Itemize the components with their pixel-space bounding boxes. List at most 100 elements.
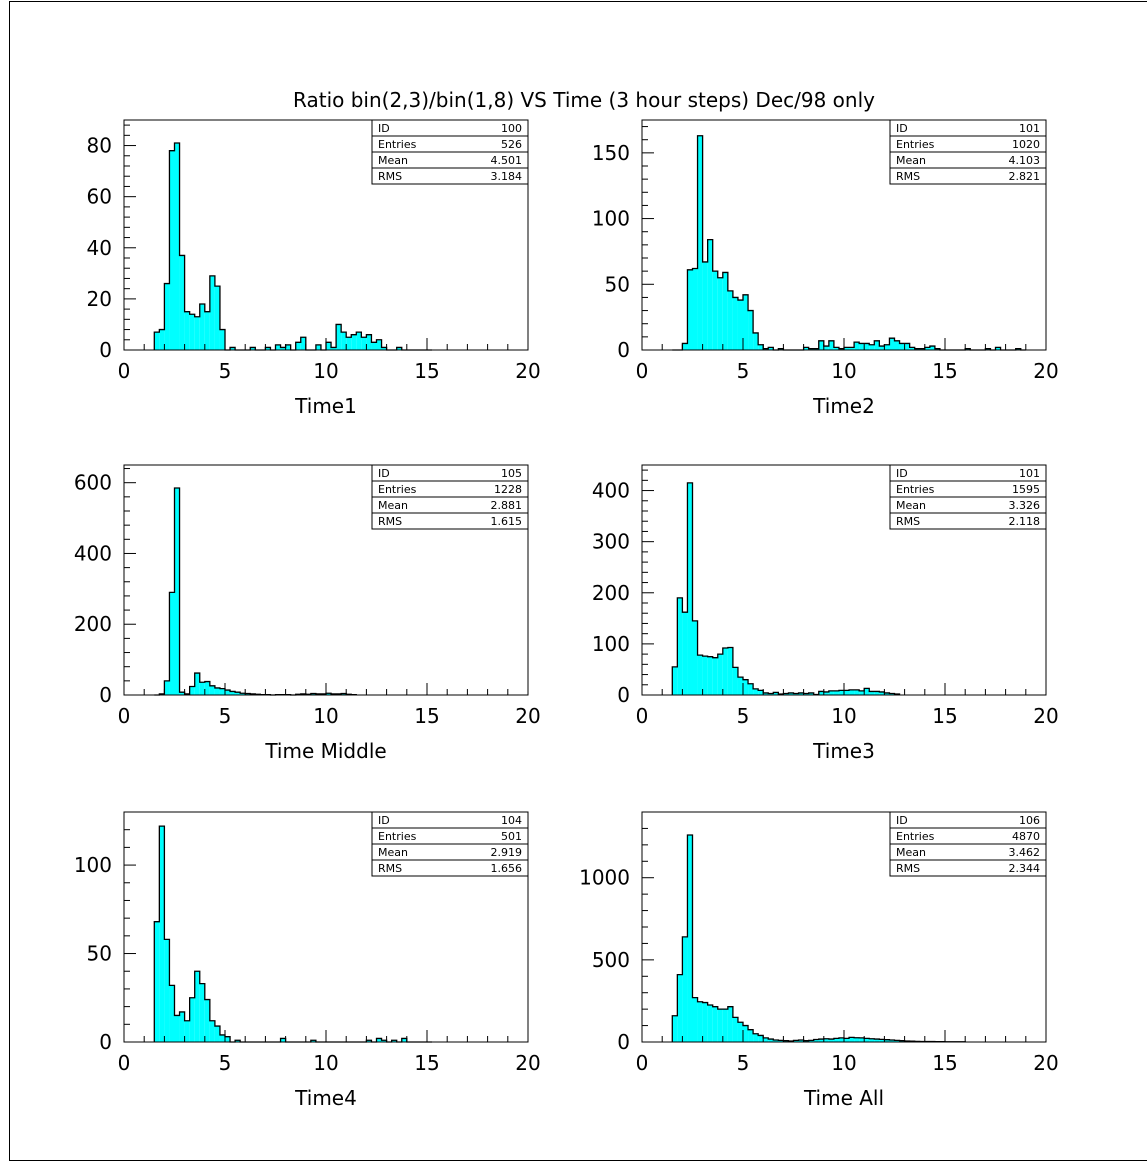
histogram-bar [728, 1007, 733, 1042]
histogram-bar [728, 647, 733, 695]
stats-value: 1020 [1012, 138, 1040, 151]
x-axis-label: Time All [803, 1086, 884, 1110]
stats-value: 105 [501, 467, 522, 480]
histogram-bar [854, 342, 859, 350]
histogram-bar [200, 984, 205, 1042]
y-tick-label: 40 [87, 236, 112, 260]
histogram-bar [210, 686, 215, 695]
y-tick-label: 60 [87, 185, 112, 209]
histogram-bar [687, 483, 692, 695]
histogram-bar [301, 337, 306, 350]
histogram-bar [159, 330, 164, 350]
stats-label: Entries [378, 483, 417, 496]
y-tick-label: 100 [592, 632, 630, 656]
histogram-bar [718, 1009, 723, 1042]
histogram-bar [220, 689, 225, 695]
histogram-bar [698, 1002, 703, 1042]
histogram-bar [164, 681, 169, 695]
histogram-bar [169, 985, 174, 1042]
stats-label: RMS [378, 170, 402, 183]
histogram-bar [682, 937, 687, 1042]
histogram-bar [693, 998, 698, 1042]
histogram-bar [154, 332, 159, 350]
x-tick-label: 20 [1033, 359, 1058, 383]
stats-value: 1.615 [491, 515, 523, 528]
y-tick-label: 0 [99, 338, 112, 362]
stats-label: Entries [896, 830, 935, 843]
stats-value: 101 [1019, 122, 1040, 135]
histogram-bar [180, 255, 185, 350]
y-tick-label: 0 [617, 338, 630, 362]
x-tick-label: 5 [737, 359, 750, 383]
y-tick-label: 0 [99, 1030, 112, 1054]
x-tick-label: 0 [118, 1051, 131, 1075]
histogram-bar [753, 333, 758, 350]
histogram-bar [753, 689, 758, 695]
histogram-bar [738, 677, 743, 695]
x-tick-label: 5 [219, 359, 232, 383]
x-tick-label: 20 [1033, 704, 1058, 728]
histogram-bar [708, 1005, 713, 1042]
y-tick-label: 100 [592, 207, 630, 231]
histogram-bar [758, 1035, 763, 1042]
stats-value: 2.821 [1009, 170, 1041, 183]
histogram-bar [190, 314, 195, 350]
histogram-bar [169, 592, 174, 695]
histogram-bar [215, 286, 220, 350]
stats-value: 3.184 [491, 170, 523, 183]
x-tick-label: 10 [831, 359, 856, 383]
histogram-bar [361, 337, 366, 350]
histogram-bar [748, 684, 753, 695]
x-axis-label: Time1 [294, 394, 357, 418]
histogram-bar [743, 680, 748, 695]
stats-label: Mean [378, 846, 408, 859]
histogram-bar [829, 341, 834, 350]
histogram-bar [195, 971, 200, 1042]
histogram-bar [738, 1022, 743, 1042]
histogram-bar [698, 655, 703, 695]
histogram-bar [698, 136, 703, 350]
histogram-bar [366, 335, 371, 350]
histogram-bar [672, 1016, 677, 1042]
histogram-bar [205, 312, 210, 350]
histogram-bar [864, 688, 869, 695]
stats-value: 100 [501, 122, 522, 135]
histogram-bar [905, 343, 910, 350]
histogram-bar [819, 341, 824, 350]
x-tick-label: 15 [932, 359, 957, 383]
histogram-bar [900, 343, 905, 350]
x-tick-label: 10 [831, 1051, 856, 1075]
histogram-bar [190, 687, 195, 695]
stats-label: ID [896, 122, 908, 135]
histogram-bar [723, 1009, 728, 1042]
histogram-bar [708, 240, 713, 350]
histogram-bar [276, 345, 281, 350]
histogram-bar [185, 312, 190, 350]
histogram-bar [889, 338, 894, 350]
y-tick-label: 300 [592, 530, 630, 554]
histogram-bar [738, 300, 743, 350]
stats-value: 4.501 [491, 154, 523, 167]
histogram-bar [215, 1026, 220, 1042]
histogram-bar [849, 690, 854, 695]
histogram-bar [220, 330, 225, 350]
y-tick-label: 1000 [579, 866, 630, 890]
histogram-bar [154, 922, 159, 1042]
histogram-bar [895, 341, 900, 350]
histogram-bar [169, 151, 174, 350]
stats-value: 501 [501, 830, 522, 843]
figure-title: Ratio bin(2,3)/bin(1,8) VS Time (3 hour … [293, 88, 875, 112]
stats-label: ID [896, 814, 908, 827]
stats-label: Mean [378, 154, 408, 167]
x-axis-label: Time3 [812, 739, 875, 763]
stats-value: 1595 [1012, 483, 1040, 496]
x-tick-label: 15 [414, 359, 439, 383]
stats-value: 2.881 [491, 499, 523, 512]
stats-label: Entries [896, 138, 935, 151]
x-axis-label: Time4 [294, 1086, 357, 1110]
histogram-bar [195, 673, 200, 695]
histogram-bar [718, 278, 723, 350]
x-tick-label: 15 [932, 704, 957, 728]
